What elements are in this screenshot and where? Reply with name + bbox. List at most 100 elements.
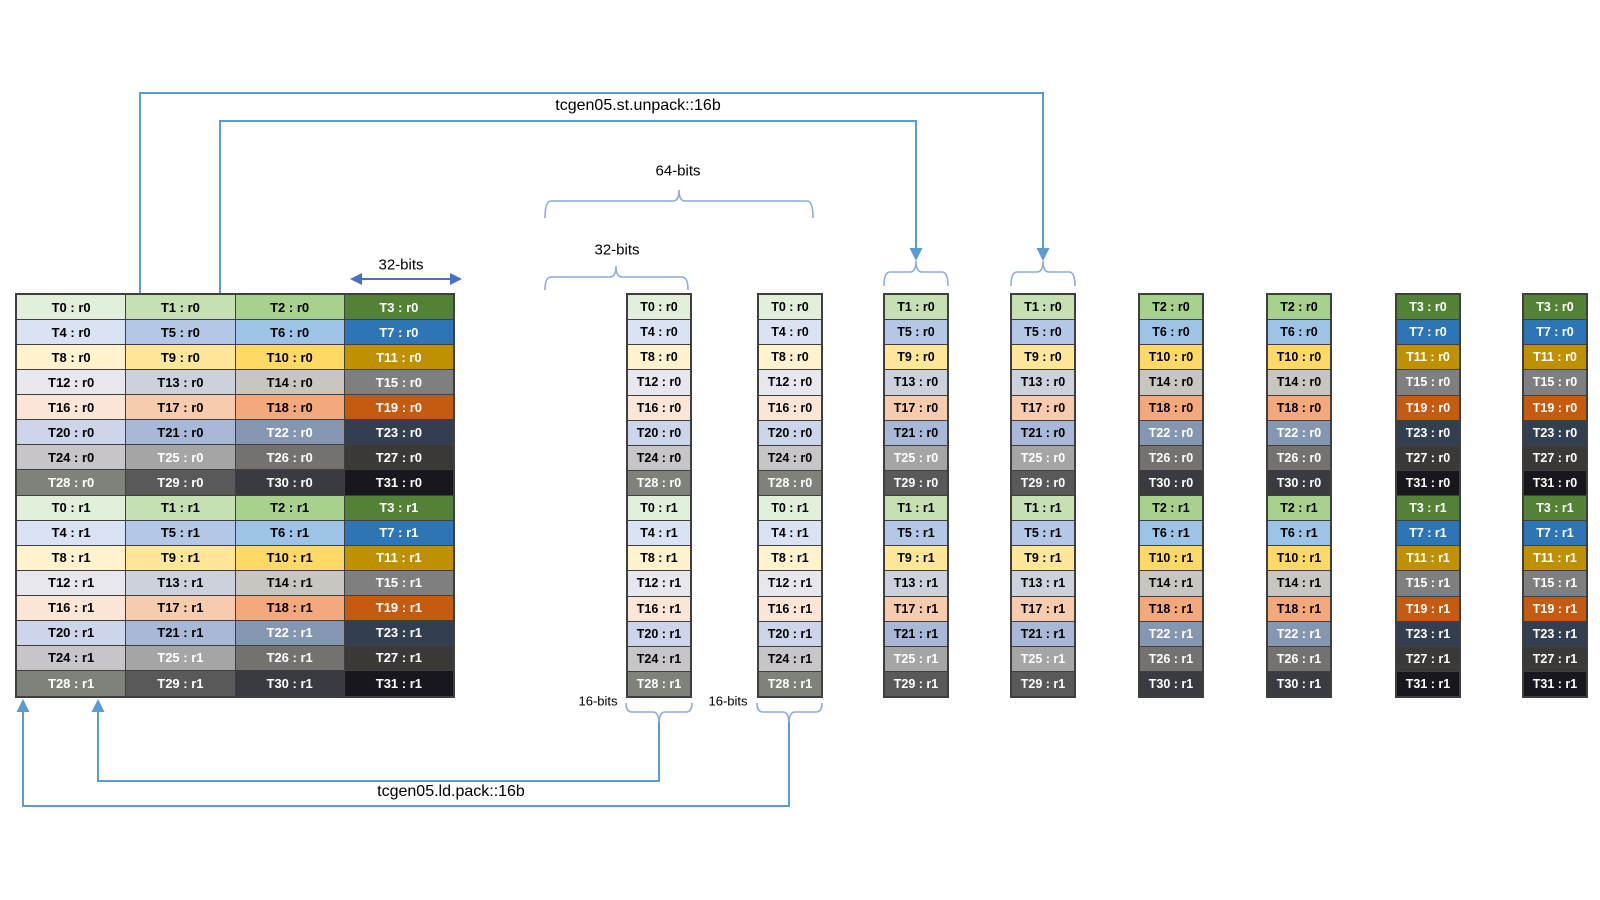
vector-cell: T0 : r1	[628, 496, 690, 522]
matrix-cell: T20 : r1	[17, 620, 127, 646]
vector-cell: T26 : r0	[1140, 445, 1202, 471]
st-unpack-label: tcgen05.st.unpack::16b	[555, 97, 721, 114]
bits32-table-label: 32-bits	[378, 256, 424, 274]
arrow-down-icon	[909, 248, 923, 261]
matrix-cell: T30 : r1	[235, 670, 345, 696]
vector-cell: T9 : r0	[1012, 345, 1074, 371]
matrix-cell: T17 : r1	[126, 595, 236, 621]
vector-cell: T25 : r1	[885, 646, 947, 672]
vector-cell: T2 : r0	[1268, 295, 1330, 321]
matrix-row: T16 : r0 T17 : r0 T18 : r0 T19 : r0	[17, 395, 453, 421]
vector-cell: T31 : r1	[1397, 671, 1459, 696]
vector-cell: T4 : r1	[628, 521, 690, 547]
vector-cell: T12 : r0	[759, 370, 821, 396]
vector-cell: T1 : r1	[885, 496, 947, 522]
matrix-cell: T24 : r1	[17, 645, 127, 671]
vector-cell: T14 : r0	[1140, 370, 1202, 396]
matrix-cell: T23 : r0	[344, 420, 453, 446]
matrix-row: T0 : r0 T1 : r0 T2 : r0 T3 : r0	[17, 295, 453, 321]
matrix-row: T24 : r1 T25 : r1 T26 : r1 T27 : r1	[17, 645, 453, 671]
vector-cell: T4 : r0	[628, 320, 690, 346]
vector-cell: T31 : r0	[1397, 470, 1459, 496]
matrix-cell: T31 : r1	[344, 670, 453, 696]
vector-cell: T15 : r0	[1524, 370, 1586, 396]
vector-cell: T6 : r0	[1268, 320, 1330, 346]
vector-cell: T23 : r0	[1397, 420, 1459, 446]
vector-cell: T13 : r0	[885, 370, 947, 396]
matrix-cell: T3 : r0	[344, 295, 453, 321]
matrix-cell: T14 : r1	[235, 570, 345, 596]
matrix-cell: T7 : r0	[344, 320, 453, 346]
vector-cell: T16 : r1	[628, 596, 690, 622]
vector-cell: T2 : r1	[1268, 496, 1330, 522]
matrix-cell: T13 : r1	[126, 570, 236, 596]
vector-cell: T22 : r1	[1268, 621, 1330, 647]
vector-cell: T25 : r0	[885, 445, 947, 471]
vector-cell: T3 : r0	[1397, 295, 1459, 321]
matrix-cell: T25 : r1	[126, 645, 236, 671]
matrix-cell: T3 : r1	[344, 495, 453, 521]
matrix-cell: T14 : r0	[235, 370, 345, 396]
vector-cell: T8 : r1	[759, 546, 821, 572]
matrix-row: T28 : r1 T29 : r1 T30 : r1 T31 : r1	[17, 670, 453, 696]
arrow-up-icon	[16, 699, 30, 712]
matrix-cell: T0 : r0	[17, 295, 127, 321]
arrow-down-icon	[1036, 248, 1050, 261]
vector-cell: T14 : r1	[1268, 571, 1330, 597]
matrix-cell: T30 : r0	[235, 470, 345, 496]
matrix-cell: T27 : r1	[344, 645, 453, 671]
vector-cell: T20 : r1	[628, 621, 690, 647]
vector-cell: T3 : r1	[1397, 496, 1459, 522]
bits64-label: 64-bits	[655, 162, 701, 180]
vector-column-6: T2 : r0 T6 : r0 T10 : r0 T14 : r0 T18 : r0 T2…	[1266, 293, 1332, 698]
matrix-cell: T11 : r1	[344, 545, 453, 571]
vector-cell: T25 : r1	[1012, 646, 1074, 672]
vector-cell: T7 : r0	[1524, 320, 1586, 346]
vector-cell: T9 : r1	[1012, 546, 1074, 572]
matrix-row: T20 : r0 T21 : r0 T22 : r0 T23 : r0	[17, 420, 453, 446]
vector-cell: T10 : r1	[1140, 546, 1202, 572]
vector-cell: T29 : r1	[885, 671, 947, 696]
vector-cell: T26 : r1	[1268, 646, 1330, 672]
vector-cell: T21 : r0	[1012, 420, 1074, 446]
vector-cell: T23 : r1	[1397, 621, 1459, 647]
matrix-row: T8 : r0 T9 : r0 T10 : r0 T11 : r0	[17, 345, 453, 371]
matrix-cell: T16 : r1	[17, 595, 127, 621]
vector-cell: T27 : r1	[1524, 646, 1586, 672]
vector-cell: T24 : r0	[759, 445, 821, 471]
vector-cell: T6 : r1	[1140, 521, 1202, 547]
brace-16bits-col1-icon	[625, 702, 693, 725]
vector-cell: T13 : r1	[1012, 571, 1074, 597]
matrix-row: T24 : r0 T25 : r0 T26 : r0 T27 : r0	[17, 445, 453, 471]
vector-cell: T19 : r1	[1524, 596, 1586, 622]
vector-cell: T31 : r1	[1524, 671, 1586, 696]
matrix-cell: T9 : r1	[126, 545, 236, 571]
matrix-row: T8 : r1 T9 : r1 T10 : r1 T11 : r1	[17, 545, 453, 571]
vector-cell: T22 : r0	[1140, 420, 1202, 446]
matrix-row: T28 : r0 T29 : r0 T30 : r0 T31 : r0	[17, 470, 453, 496]
matrix-cell: T11 : r0	[344, 345, 453, 371]
vector-cell: T0 : r0	[628, 295, 690, 321]
vector-cell: T29 : r0	[885, 470, 947, 496]
vector-cell: T12 : r0	[628, 370, 690, 396]
vector-cell: T27 : r1	[1397, 646, 1459, 672]
matrix-row: T20 : r1 T21 : r1 T22 : r1 T23 : r1	[17, 620, 453, 646]
vector-cell: T13 : r1	[885, 571, 947, 597]
vector-cell: T10 : r0	[1268, 345, 1330, 371]
vector-cell: T5 : r1	[885, 521, 947, 547]
vector-cell: T30 : r1	[1268, 671, 1330, 696]
vector-cell: T2 : r1	[1140, 496, 1202, 522]
matrix-cell: T2 : r1	[235, 495, 345, 521]
vector-cell: T7 : r0	[1397, 320, 1459, 346]
bits16-col2-label: 16-bits	[708, 693, 748, 709]
matrix-cell: T9 : r0	[126, 345, 236, 371]
matrix-cell: T5 : r1	[126, 520, 236, 546]
vector-cell: T26 : r0	[1268, 445, 1330, 471]
matrix-cell: T4 : r1	[17, 520, 127, 546]
vector-cell: T11 : r0	[1397, 345, 1459, 371]
vector-cell: T19 : r0	[1524, 395, 1586, 421]
vector-cell: T28 : r1	[628, 671, 690, 696]
vector-cell: T0 : r0	[759, 295, 821, 321]
vector-cell: T2 : r0	[1140, 295, 1202, 321]
vector-cell: T15 : r1	[1524, 571, 1586, 597]
